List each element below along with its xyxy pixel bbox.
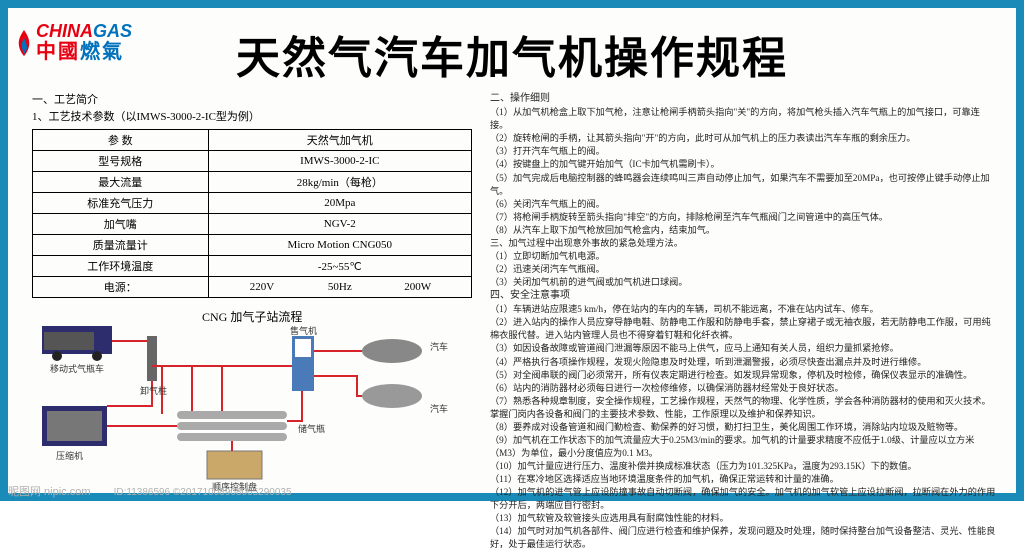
page-title: 天然气汽车加气机操作规程 xyxy=(8,8,1016,86)
table-row-power: 电源： 220V 50Hz 200W xyxy=(33,277,472,298)
safety-item: （11）在寒冷地区选择适应当地环境温度条件的加气机，确保正常运转和计量的准确。 xyxy=(490,473,996,486)
rule-item: （3）打开汽车气瓶上的阀。 xyxy=(490,145,996,158)
safety-item: （7）熟悉各种规章制度，安全操作规程，工艺操作规程，天然气的物理、化学性质，学会… xyxy=(490,395,996,421)
section2-heading: 二、操作细则 xyxy=(490,92,996,106)
label-compressor: 压缩机 xyxy=(56,449,83,462)
table-row: 最大流量28kg/min（每枪） xyxy=(33,172,472,193)
safety-item: （14）加气时对加气机各部件、阀门应进行检查和维护保养，发现问题及时处理，随时保… xyxy=(490,525,996,551)
rule-item: （4）按键盘上的加气键开始加气（IC卡加气机需刷卡）。 xyxy=(490,158,996,171)
flame-icon xyxy=(14,28,34,58)
safety-item: （9）加气机在工作状态下的加气流量应大于0.25M3/min的要求。加气机的计量… xyxy=(490,434,996,460)
section1-sub: 1、工艺技术参数（以IMWS-3000-2-IC型为例） xyxy=(32,109,472,126)
safety-item: （12）加气机的进气管上应设防撞事故自动切断阀，确保加气的安全。加气机的加气软管… xyxy=(490,486,996,512)
rule-item: （2）迅速关闭汽车气瓶阀。 xyxy=(490,263,996,276)
spec-table: 参 数 天然气加气机 型号规格IMWS-3000-2-IC 最大流量28kg/m… xyxy=(32,129,472,298)
label-storage: 储气瓶 xyxy=(298,422,325,435)
rule-item: （7）将枪闸手柄旋转至箭头指向"排空"的方向，排除枪闸至汽车气瓶阀门之间管道中的… xyxy=(490,211,996,224)
watermark-id: ID:11386596 ©20171008908065290035 xyxy=(114,487,292,498)
watermark-site: 昵图网 nipic.com xyxy=(8,486,91,498)
label-truck: 移动式气瓶车 xyxy=(50,362,104,375)
safety-item: （3）如因设备故障或管道阀门泄漏等原因不能马上供气，应马上通知有关人员，组织力量… xyxy=(490,342,996,355)
rule-item: 三、加气过程中出现意外事故的紧急处理方法。 xyxy=(490,237,996,250)
spec-col1-header: 参 数 xyxy=(33,130,209,151)
logo: CHINAGAS 中國燃氣 xyxy=(36,22,132,62)
table-row: 加气嘴NGV-2 xyxy=(33,214,472,235)
safety-item: （5）对全阀串联的阀门必须常开，所有仪表定期进行检查。如发现异常现象，停机及时检… xyxy=(490,369,996,382)
rule-item: （8）从汽车上取下加气枪放回加气枪盒内，结束加气。 xyxy=(490,224,996,237)
table-row: 质量流量计Micro Motion CNG050 xyxy=(33,235,472,256)
section1-heading: 一、工艺简介 xyxy=(32,92,472,109)
safety-item: （8）要养成对设备管道和阀门勤检查、勤保养的好习惯，勤打扫卫生，美化周围工作环境… xyxy=(490,421,996,434)
section4-heading: 四、安全注意事项 xyxy=(490,289,996,303)
rule-item: （3）关闭加气机前的进气阀或加气机进口球阀。 xyxy=(490,276,996,289)
poster-frame: CHINAGAS 中國燃氣 天然气汽车加气机操作规程 一、工艺简介 1、工艺技术… xyxy=(0,0,1024,501)
safety-item: （4）严格执行各项操作规程，发现火险隐患及时处理，听到泄漏警报，必须尽快查出漏点… xyxy=(490,356,996,369)
logo-text-en: CHINAGAS xyxy=(36,22,132,40)
label-unload: 卸气柱 xyxy=(140,384,167,397)
table-row: 工作环境温度-25~55℃ xyxy=(33,256,472,277)
rule-item: （1）从加气机枪盒上取下加气枪，注意让枪闸手柄箭头指向"关"的方向，将加气枪头插… xyxy=(490,106,996,132)
label-car1: 汽车 xyxy=(430,340,448,353)
safety-item: （2）进入站内的操作人员应穿导静电鞋、防静电工作服和防静电手套，禁止穿裙子或无袖… xyxy=(490,316,996,342)
rule-item: （5）加气完成后电脑控制器的蜂鸣器会连续鸣叫三声自动停止加气，如果汽车不需要加至… xyxy=(490,172,996,198)
label-car2: 汽车 xyxy=(430,402,448,415)
safety-item: （1）车辆进站应限速5 km/h，停在站内的车内的车辆，司机不能远离，不准在站内… xyxy=(490,303,996,316)
watermark: 昵图网 nipic.com ID:11386596 ©2017100890806… xyxy=(8,483,292,499)
table-row: 型号规格IMWS-3000-2-IC xyxy=(33,151,472,172)
process-diagram: CNG 加气子站流程 xyxy=(32,306,472,486)
safety-item: （6）站内的消防器材必须每日进行一次检修维修，以确保消防器材经常处于良好状态。 xyxy=(490,382,996,395)
safety-item: （10）加气计量应进行压力、温度补偿并换成标准状态（压力为101.325KPa，… xyxy=(490,460,996,473)
right-column: 二、操作细则 （1）从加气机枪盒上取下加气枪，注意让枪闸手柄箭头指向"关"的方向… xyxy=(490,92,996,551)
rule-item: （2）旋转枪闸的手柄，让其箭头指向"开"的方向，此时可从加气机上的压力表读出汽车… xyxy=(490,132,996,145)
rule-item: （6）关闭汽车气瓶上的阀。 xyxy=(490,198,996,211)
logo-text-cn: 中國燃氣 xyxy=(36,42,132,62)
spec-col2-header: 天然气加气机 xyxy=(208,130,471,151)
table-header-row: 参 数 天然气加气机 xyxy=(33,130,472,151)
diagram-title: CNG 加气子站流程 xyxy=(202,308,302,325)
table-row: 标准充气压力20Mpa xyxy=(33,193,472,214)
label-dispenser: 售气机 xyxy=(290,324,317,337)
rule-item: （1）立即切断加气机电源。 xyxy=(490,250,996,263)
diagram-svg xyxy=(32,306,472,486)
safety-item: （13）加气软管及软管接头应选用具有耐腐蚀性能的材料。 xyxy=(490,512,996,525)
